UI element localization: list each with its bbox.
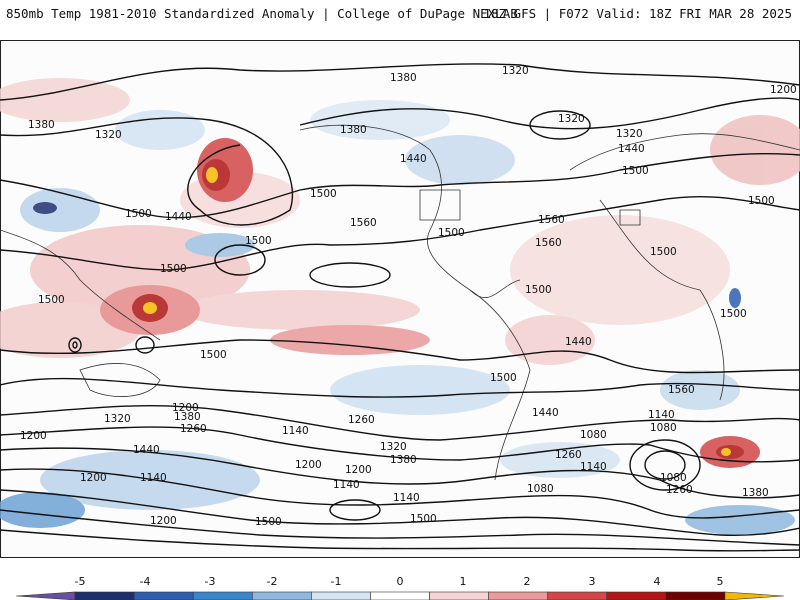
coastlines [0,124,800,481]
contour-label: 1380 [340,124,367,136]
legend-color-swatch [252,591,312,600]
anomaly-shading [0,78,800,535]
legend-color-swatch [311,591,371,600]
contour-label: 1140 [648,409,675,421]
contour-label: 1500 [200,349,227,361]
contour-label: 1320 [95,129,122,141]
contour-label: 1200 [295,459,322,471]
contour-label: 1140 [333,479,360,491]
contour-label: 1440 [165,211,192,223]
contour-label: 1080 [527,483,554,495]
height-contours [0,63,800,552]
contour-label: 1560 [535,237,562,249]
contour-label: 1320 [502,65,529,77]
contour-label: 1200 [150,515,177,527]
contour-label: 1500 [255,516,282,528]
color-scale-legend: -5 -4 -3 -2 -1 0 1 2 3 4 5 [15,575,785,600]
contour-label: 1500 [410,513,437,525]
legend-color-swatch [370,591,430,600]
contour-label: 1380 [28,119,55,131]
legend-color-swatch [724,591,785,600]
contour-label: 1320 [616,128,643,140]
legend-tick: 5 [717,575,724,588]
contour-label: 1500 [490,372,517,384]
legend-tick: 2 [524,575,531,588]
contour-label: 1440 [618,143,645,155]
legend-color-swatch [429,591,489,600]
contour-label: 1200 [172,402,199,414]
legend-color-swatch [15,591,76,600]
legend-tick: 3 [589,575,596,588]
contour-label: 1200 [770,84,797,96]
contour-label: 1500 [650,246,677,258]
legend-tick: -1 [331,575,342,588]
contour-label: 1380 [390,454,417,466]
color-scale-ticks: -5 -4 -3 -2 -1 0 1 2 3 4 5 [75,575,724,588]
legend-tick: -4 [140,575,151,588]
contour-label: 1500 [310,188,337,200]
contour-label: 1260 [180,423,207,435]
legend-color-swatch [606,591,667,600]
contour-label: 1500 [622,165,649,177]
legend-color-swatch [74,591,135,600]
contour-label: 1380 [390,72,417,84]
model-valid-time: 18Z GFS | F072 Valid: 18Z FRI MAR 28 202… [483,6,792,21]
contour-label: 1440 [133,444,160,456]
contour-label: 1500 [748,195,775,207]
contour-label: 1080 [580,429,607,441]
contour-label: 1320 [558,113,585,125]
contour-label: 1440 [400,153,427,165]
legend-tick: -2 [267,575,278,588]
map-title: 850mb Temp 1981-2010 Standardized Anomal… [6,6,518,21]
legend-color-swatch [488,591,548,600]
contour-label: 1200 [80,472,107,484]
legend-color-swatch [547,591,608,600]
contour-label: 1440 [565,336,592,348]
contour-label: 1320 [380,441,407,453]
contour-label: 1500 [245,235,272,247]
contour-label: 1260 [555,449,582,461]
contour-label: 1080 [650,422,677,434]
contour-label: 1500 [125,208,152,220]
legend-color-swatch [192,591,253,600]
contour-label: 1560 [538,214,565,226]
contour-label: 1140 [140,472,167,484]
contour-label: 1500 [720,308,747,320]
contour-label: 1380 [742,487,769,499]
contour-label: 1560 [668,384,695,396]
contour-labels: 1380 1320 1200 1380 1320 1380 1440 1500 … [20,65,797,528]
legend-color-swatch [665,591,726,600]
contour-label: 1260 [666,484,693,496]
legend-tick: -3 [205,575,216,588]
contour-label: 1380 [174,411,201,423]
contour-label: 1260 [348,414,375,426]
anomaly-map: 1380 1320 1200 1380 1320 1380 1440 1500 … [0,40,800,558]
legend-tick: 4 [654,575,661,588]
contour-label: 1200 [20,430,47,442]
legend-tick: 1 [460,575,467,588]
contour-label: 1140 [282,425,309,437]
contour-label: 1320 [104,413,131,425]
contour-label: 1440 [532,407,559,419]
contour-label: 1560 [350,217,377,229]
legend-tick: 0 [397,575,404,588]
contour-label: 1500 [525,284,552,296]
contour-label: 1500 [38,294,65,306]
contour-label: 1080 [660,472,687,484]
contour-label: 1500 [438,227,465,239]
contour-label: 1500 [160,263,187,275]
contour-label: 1200 [345,464,372,476]
legend-color-swatch [133,591,194,600]
contour-label: 1140 [580,461,607,473]
legend-tick: -5 [75,575,86,588]
color-scale-bar [15,591,785,600]
contour-label: 1140 [393,492,420,504]
